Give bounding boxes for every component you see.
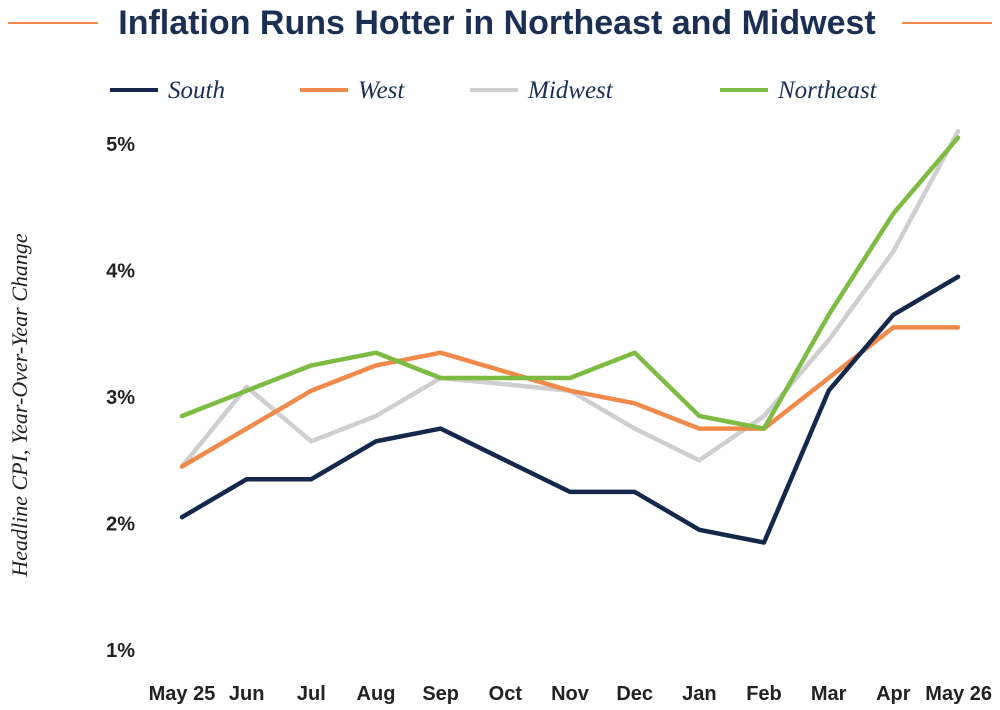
x-tick-label: Feb <box>746 683 782 705</box>
legend-label-west: West <box>358 77 405 104</box>
series-line-midwest <box>179 129 961 469</box>
x-tick-label: Dec <box>616 683 653 705</box>
y-tick-label: 2% <box>106 514 135 536</box>
x-tick-label: Apr <box>876 683 911 705</box>
legend-label-northeast: Northeast <box>777 77 878 104</box>
series-line-south <box>179 274 961 545</box>
y-tick-label: 4% <box>106 261 135 283</box>
y-tick-label: 5% <box>106 134 135 156</box>
x-tick-label: Aug <box>357 683 396 705</box>
x-tick-label: Sep <box>422 683 459 705</box>
x-tick-label: Jun <box>229 683 265 705</box>
series-line-northeast <box>179 135 961 431</box>
x-tick-label: Jan <box>682 683 716 705</box>
legend-label-south: South <box>168 77 225 104</box>
y-tick-label: 1% <box>106 640 135 662</box>
x-tick-label: Nov <box>551 683 590 705</box>
series-lines <box>179 129 961 545</box>
x-tick-label: Mar <box>811 683 847 705</box>
y-tick-label: 3% <box>106 387 135 409</box>
series-line-west <box>179 325 961 469</box>
x-tick-label: May 25 <box>149 683 216 705</box>
y-axis-label: Headline CPI, Year-Over-Year Change <box>7 233 32 578</box>
x-axis-ticks: May 25 Jun Jul Aug Sep Oct Nov Dec Jan Feb Mar Apr M… <box>149 683 992 705</box>
x-tick-label: May 26 <box>925 683 992 705</box>
legend-label-midwest: Midwest <box>527 77 614 104</box>
y-axis-ticks: 1% 2% 3% 4% 5% <box>106 134 135 662</box>
x-tick-label: Jul <box>297 683 326 705</box>
x-tick-label: Oct <box>489 683 523 705</box>
chart-title: Inflation Runs Hotter in Northeast and M… <box>118 4 875 42</box>
legend: South West Midwest Northeast <box>110 77 878 104</box>
